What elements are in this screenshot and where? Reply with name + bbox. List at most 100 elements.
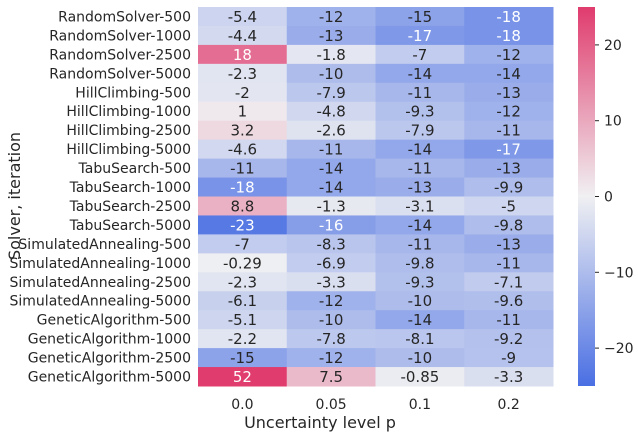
heatmap-cell xyxy=(375,7,465,27)
cell-value-label: -11 xyxy=(408,84,433,102)
heatmap-cell xyxy=(286,310,376,330)
cell-value-label: -4.4 xyxy=(228,27,257,45)
heatmap-cell xyxy=(198,348,288,368)
y-tick-label: HillClimbing-5000 xyxy=(66,142,191,158)
heatmap-cell xyxy=(198,215,288,235)
cell-value-label: -1.8 xyxy=(316,46,345,64)
x-tick-label: 0.0 xyxy=(231,397,253,413)
heatmap-cell xyxy=(286,291,376,311)
heatmap-cell xyxy=(198,291,288,311)
cell-value-label: -2.3 xyxy=(228,65,257,83)
cell-value-label: -3.3 xyxy=(494,368,523,386)
heatmap-cell xyxy=(464,44,554,65)
cell-value-label: -23 xyxy=(230,216,255,234)
cell-value-label: -6.9 xyxy=(316,254,345,272)
heatmap-cell xyxy=(286,7,376,27)
cell-value-label: -13 xyxy=(319,27,344,45)
heatmap-cell xyxy=(464,101,554,122)
heatmap-cell xyxy=(286,253,376,273)
cell-value-label: -7 xyxy=(235,235,250,253)
heatmap-cell xyxy=(464,177,554,197)
cell-value-label: -3.3 xyxy=(316,273,345,291)
heatmap-cell xyxy=(375,44,465,65)
heatmap-cell xyxy=(375,158,465,179)
cell-value-label: -18 xyxy=(230,179,255,197)
cell-value-label: -12 xyxy=(496,103,521,121)
colorbar-tick-label: 10 xyxy=(604,114,622,130)
y-tick-label: SimulatedAnnealing-1000 xyxy=(10,256,191,272)
cell-value-label: -11 xyxy=(319,141,344,159)
y-tick-label: TabuSearch-1000 xyxy=(69,180,191,196)
cell-value-label: -14 xyxy=(408,65,433,83)
heatmap-cell xyxy=(286,120,376,141)
cell-value-label: -9.8 xyxy=(494,216,523,234)
cell-value-label: -13 xyxy=(496,84,521,102)
cell-value-label: -15 xyxy=(408,8,433,26)
heatmap-cell xyxy=(198,234,288,254)
y-axis-tick-labels: RandomSolver-500 RandomSolver-1000 RandomS… xyxy=(10,9,191,385)
cell-value-label: -16 xyxy=(319,216,344,234)
heatmap-cell xyxy=(286,215,376,235)
heatmap-cell xyxy=(198,272,288,292)
cell-value-label: -12 xyxy=(319,349,344,367)
x-axis-tick-labels: 0.0 0.05 0.1 0.2 xyxy=(231,397,520,413)
cell-value-label: -9.6 xyxy=(494,292,523,310)
colorbar-tick-label: −10 xyxy=(604,265,634,281)
heatmap-cell xyxy=(464,196,554,216)
cell-value-label: -0.85 xyxy=(400,368,439,386)
heatmap-cell xyxy=(198,44,288,65)
heatmap-cell xyxy=(464,272,554,292)
x-tick-label: 0.05 xyxy=(316,397,347,413)
y-tick-label: RandomSolver-1000 xyxy=(49,28,191,44)
heatmap-cell xyxy=(198,329,288,349)
heatmap-cell xyxy=(375,139,465,160)
heatmap-cell xyxy=(375,215,465,235)
heatmap-cell xyxy=(286,139,376,160)
heatmap-cell xyxy=(464,82,554,103)
heatmap-cell xyxy=(198,139,288,160)
heatmap-cell xyxy=(375,82,465,103)
cell-value-label: -17 xyxy=(408,27,433,45)
heatmap-cell xyxy=(375,272,465,292)
heatmap-cell xyxy=(375,310,465,330)
heatmap-cell xyxy=(286,348,376,368)
cell-value-label: -7.8 xyxy=(316,330,345,348)
heatmap-cell xyxy=(286,44,376,65)
heatmap-cell xyxy=(286,158,376,179)
heatmap-cell xyxy=(198,367,288,387)
heatmap-cell xyxy=(198,7,288,27)
cell-value-label: -12 xyxy=(496,46,521,64)
cell-value-label: -14 xyxy=(408,311,433,329)
colorbar-tick-label: −20 xyxy=(604,341,634,357)
heatmap-cell xyxy=(286,234,376,254)
heatmap-cell xyxy=(198,120,288,141)
heatmap-cell xyxy=(464,139,554,160)
y-tick-label: SimulatedAnnealing-5000 xyxy=(10,294,191,310)
cell-value-label: -15 xyxy=(230,349,255,367)
heatmap-cell xyxy=(375,101,465,122)
cell-value-label: -18 xyxy=(496,27,521,45)
cell-value-label: -7 xyxy=(412,46,427,64)
heatmap-cell xyxy=(464,234,554,254)
heatmap-cell xyxy=(375,234,465,254)
heatmap-cell xyxy=(286,82,376,103)
cell-value-label: -4.6 xyxy=(228,141,257,159)
cell-value-label: -9 xyxy=(501,349,516,367)
heatmap-cell xyxy=(286,177,376,197)
heatmap-cell xyxy=(286,329,376,349)
cell-value-label: -7.9 xyxy=(405,122,434,140)
cell-value-label: -18 xyxy=(496,8,521,26)
heatmap-cell xyxy=(375,291,465,311)
y-tick-label: TabuSearch-500 xyxy=(78,161,191,177)
cell-value-label: -14 xyxy=(496,65,521,83)
cell-value-label: -10 xyxy=(319,65,344,83)
cell-value-label: -1.3 xyxy=(316,197,345,215)
cell-value-label: -11 xyxy=(230,160,255,178)
colorbar-tick-labels: 20 10 0 −10 −20 xyxy=(595,38,634,357)
cell-value-label: -12 xyxy=(319,292,344,310)
heatmap-cell xyxy=(464,215,554,235)
cell-value-label: -2.3 xyxy=(228,273,257,291)
heatmap-cell xyxy=(286,25,376,46)
cell-value-label: 7.5 xyxy=(319,368,343,386)
cell-value-label: -14 xyxy=(408,141,433,159)
